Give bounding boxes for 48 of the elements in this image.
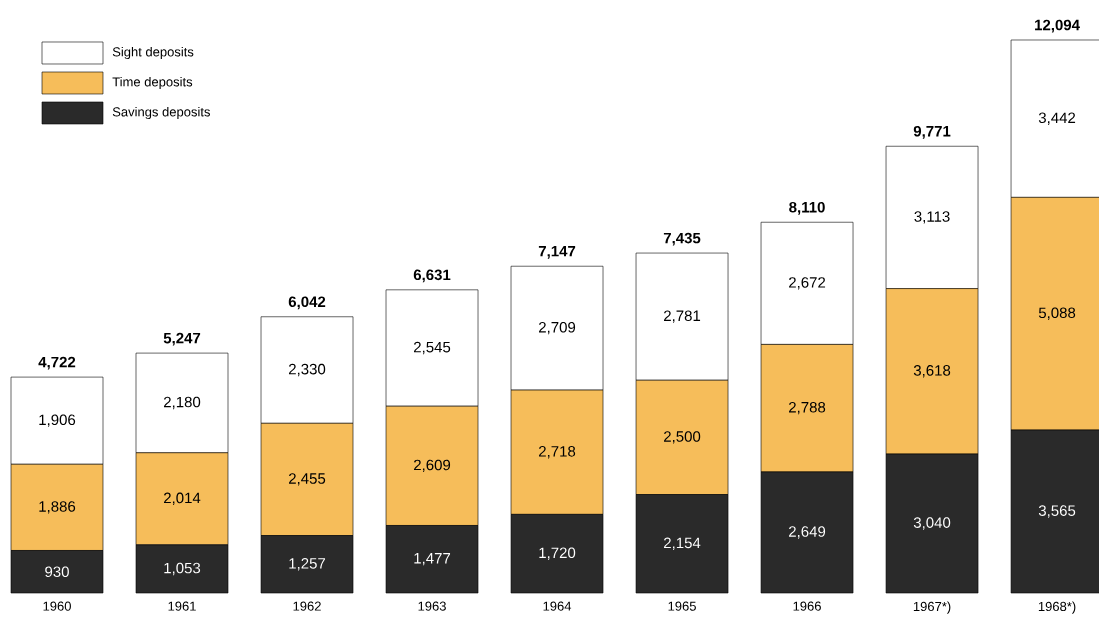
data-label: 2,500	[664, 431, 701, 444]
data-label: 2,330	[289, 363, 326, 377]
data-label: 2,545	[414, 341, 451, 355]
data-label: 1,477	[414, 553, 451, 566]
total-label: 7,147	[538, 246, 576, 259]
data-label: 2,718	[539, 446, 576, 459]
total-label: 6,042	[288, 296, 326, 310]
data-label: 3,618	[913, 365, 951, 378]
data-label: 5,088	[1038, 307, 1076, 320]
x-tick-label: 1961	[168, 601, 196, 611]
data-label: 2,180	[163, 396, 201, 410]
data-label: 1,886	[39, 501, 76, 514]
data-label: 2,781	[664, 310, 701, 323]
data-label: 3,113	[914, 211, 950, 224]
data-label: 3,040	[913, 517, 951, 530]
data-label: 2,455	[289, 473, 326, 486]
total-label: 9,771	[913, 125, 951, 139]
legend-label: Savings deposits	[112, 106, 210, 120]
total-label: 7,435	[663, 232, 701, 246]
data-label: 2,672	[789, 277, 826, 290]
data-label: 930	[45, 566, 69, 578]
total-label: 4,722	[38, 356, 76, 370]
data-label: 2,649	[789, 526, 826, 539]
x-tick-label: 1968*)	[1038, 601, 1076, 614]
x-tick-label: 1960	[43, 601, 71, 611]
data-label: 2,154	[664, 537, 701, 550]
total-label: 5,247	[163, 332, 201, 346]
x-tick-label: 1966	[793, 601, 821, 611]
total-label: 8,110	[789, 201, 825, 215]
x-tick-label: 1963	[418, 601, 446, 611]
data-label: 3,442	[1038, 112, 1076, 125]
x-tick-label: 1962	[293, 601, 321, 611]
data-label: 2,609	[414, 459, 451, 473]
legend-label: Time deposits	[112, 76, 193, 90]
data-label: 1,720	[539, 547, 576, 560]
data-label: 2,788	[789, 401, 826, 415]
total-label: 6,631	[413, 269, 451, 283]
legend-label: Sight deposits	[112, 46, 194, 60]
data-label: 1,053	[164, 562, 201, 576]
total-label: 12,094	[1035, 19, 1080, 33]
data-label: 2,014	[163, 492, 201, 506]
data-label: 1,906	[39, 414, 76, 427]
x-tick-label: 1967*)	[913, 601, 951, 614]
x-tick-label: 1964	[543, 601, 572, 611]
data-label: 3,565	[1038, 505, 1076, 518]
data-label: 2,709	[539, 321, 576, 335]
x-tick-label: 1965	[668, 601, 696, 611]
data-label: 1,257	[289, 558, 326, 571]
